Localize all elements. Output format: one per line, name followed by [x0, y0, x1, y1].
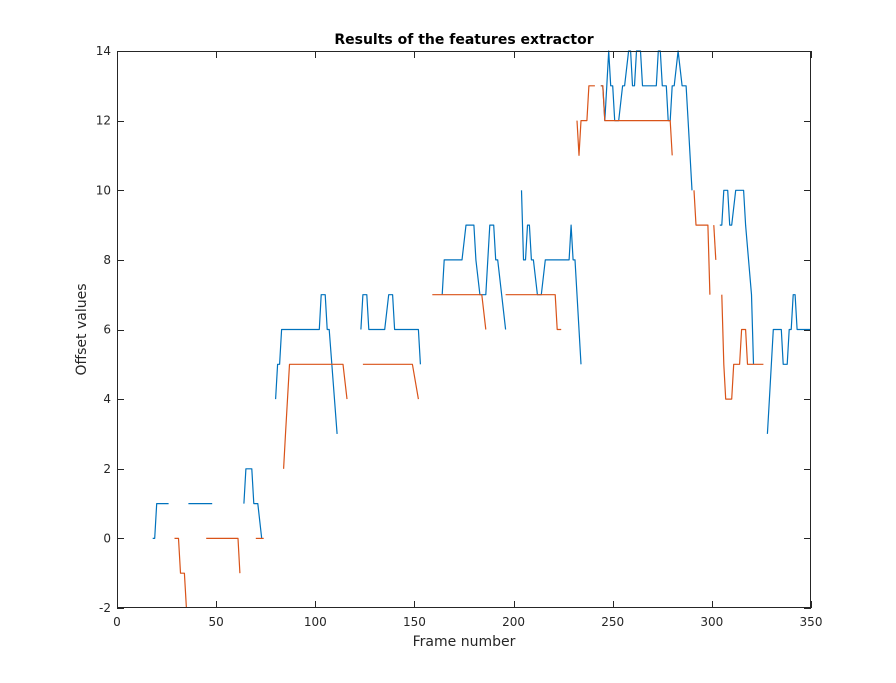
x-tick-label: 150: [403, 615, 426, 629]
series-2-line-segment: [713, 225, 717, 260]
series-2-line-segment: [721, 294, 764, 400]
series-1-line-segment: [766, 294, 811, 434]
x-tick-label: 250: [601, 615, 624, 629]
series-1-line-segment: [360, 294, 421, 365]
chart-title: Results of the features extractor: [334, 32, 593, 48]
y-tick-label: 2: [103, 462, 111, 476]
series-2-line-segment: [174, 537, 187, 609]
series-2-line-segment: [600, 85, 673, 156]
y-axis: -2 0 2 4 6 8 10 12 14: [96, 44, 811, 615]
series-2-line-segment: [576, 85, 595, 156]
series-1-line-segment: [243, 468, 263, 539]
y-tick-label: 10: [96, 183, 111, 197]
x-tick-label: 50: [209, 615, 224, 629]
series-layer: [152, 50, 811, 609]
x-tick-label: 200: [502, 615, 525, 629]
y-tick-label: -2: [99, 601, 111, 615]
series-2-line-segment: [206, 537, 241, 574]
series-2-line-segment: [283, 363, 348, 469]
series-2-line-segment: [362, 363, 419, 400]
y-tick-label: 0: [103, 531, 111, 545]
y-tick-label: 14: [96, 44, 111, 58]
series-1-line-segment: [152, 503, 169, 540]
y-tick-label: 12: [96, 114, 111, 128]
series-2-line-segment: [505, 294, 562, 331]
plot-area: [117, 51, 811, 608]
series-2-line-segment: [693, 190, 711, 295]
y-tick-label: 6: [103, 323, 111, 337]
y-tick-label: 4: [103, 392, 111, 406]
x-tick-label: 350: [800, 615, 823, 629]
x-tick-label: 300: [700, 615, 723, 629]
series-1-line-segment: [441, 224, 507, 330]
series-1-line-segment: [275, 294, 338, 434]
series-1-line-segment: [719, 189, 755, 365]
x-axis-label: Frame number: [413, 634, 516, 650]
axes-box: [117, 51, 811, 608]
x-tick-label: 100: [304, 615, 327, 629]
y-axis-label: Offset values: [74, 283, 90, 375]
y-tick-label: 8: [103, 253, 111, 267]
x-tick-label: 0: [113, 615, 121, 629]
x-axis: 0 50 100 150 200 250 300 350: [113, 51, 822, 629]
series-2-line-segment: [432, 294, 487, 330]
